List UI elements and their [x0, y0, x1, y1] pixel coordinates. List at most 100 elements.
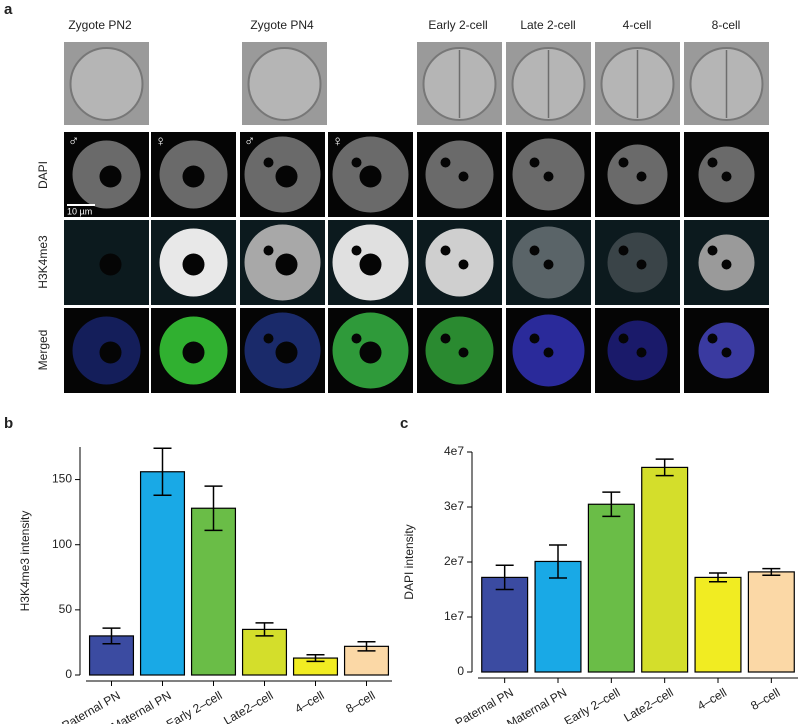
column-header: 4-cell [623, 18, 652, 32]
nucleolus [707, 157, 718, 168]
error-bar [495, 564, 514, 591]
nucleolus [99, 165, 122, 188]
x-tick-label: Early 2–cell [562, 685, 623, 724]
scale-bar-label: 10 µm [67, 206, 92, 216]
x-tick-label: Early 2–cell [164, 688, 225, 724]
nucleolus [458, 347, 469, 358]
nucleolus [275, 253, 298, 276]
nucleolus [359, 253, 382, 276]
y-tick-label: 50 [59, 602, 73, 616]
nucleolus [99, 253, 122, 276]
nucleolus [275, 341, 298, 364]
nucleolus [359, 165, 382, 188]
error-bar [357, 641, 376, 652]
nucleolus [618, 333, 629, 344]
column-header: 8-cell [712, 18, 741, 32]
column-header: Early 2-cell [428, 18, 487, 32]
nucleolus [529, 245, 540, 256]
x-tick-label: 8–cell [343, 688, 377, 716]
bar [694, 576, 742, 673]
nucleolus [707, 333, 718, 344]
y-tick-label: 2e7 [444, 554, 464, 568]
panel-label: a [4, 1, 13, 18]
nucleolus [440, 157, 451, 168]
bar [481, 576, 529, 673]
nucleolus [182, 253, 205, 276]
error-bar [655, 458, 674, 477]
nucleolus [721, 347, 732, 358]
nucleolus [182, 165, 205, 188]
bar [641, 466, 689, 673]
bar [139, 471, 186, 676]
nucleolus [721, 171, 732, 182]
sex-symbol: ♂ [68, 133, 79, 150]
nucleolus [99, 341, 122, 364]
y-tick-label: 3e7 [444, 499, 464, 513]
nucleolus [529, 333, 540, 344]
nucleolus [636, 259, 647, 270]
error-bar [102, 627, 121, 645]
nucleolus [543, 347, 554, 358]
row-label: Merged [36, 330, 50, 371]
bar [747, 571, 795, 673]
nucleolus [275, 165, 298, 188]
y-tick-label: 4e7 [444, 444, 464, 458]
error-bar [255, 622, 274, 637]
bar [190, 507, 237, 676]
error-bar [762, 567, 781, 576]
nucleolus [458, 259, 469, 270]
nucleolus [636, 171, 647, 182]
nucleolus [618, 245, 629, 256]
y-axis-label: H3K4me3 intensity [18, 511, 32, 612]
error-bar [709, 572, 727, 583]
x-tick-label: Late2–cell [221, 688, 275, 724]
nucleolus [458, 171, 469, 182]
sex-symbol: ♂ [244, 133, 255, 150]
error-bar [549, 544, 567, 579]
y-tick-label: 1e7 [444, 609, 464, 623]
error-bar [602, 491, 621, 518]
x-tick-label: 4–cell [695, 685, 729, 713]
column-header: Zygote PN2 [68, 18, 132, 32]
nucleolus [351, 245, 362, 256]
sex-symbol: ♀ [155, 133, 166, 150]
nucleolus [263, 157, 274, 168]
y-tick-label: 0 [457, 664, 464, 678]
row-label: DAPI [36, 161, 50, 189]
nucleolus [440, 333, 451, 344]
column-header: Late 2-cell [520, 18, 575, 32]
x-tick-label: Maternal PN [504, 685, 569, 724]
sex-symbol: ♀ [332, 133, 343, 150]
nucleolus [543, 259, 554, 270]
panel-label: c [400, 415, 408, 432]
nucleolus [182, 341, 205, 364]
column-header: Zygote PN4 [250, 18, 314, 32]
y-tick-label: 150 [52, 472, 72, 486]
nucleolus [263, 333, 274, 344]
nucleolus [707, 245, 718, 256]
bar [534, 560, 582, 673]
nucleolus [543, 171, 554, 182]
nucleolus [529, 157, 540, 168]
error-bar [204, 485, 223, 532]
error-bar [306, 654, 325, 663]
row-label: H3K4me3 [36, 235, 50, 289]
nucleolus [721, 259, 732, 270]
panel-label: b [4, 415, 13, 432]
bar [587, 503, 635, 673]
nucleolus [263, 245, 274, 256]
y-axis-label: DAPI intensity [402, 524, 416, 599]
nucleolus [636, 347, 647, 358]
error-bar [153, 447, 172, 496]
nucleolus [359, 341, 382, 364]
embryo [69, 47, 144, 121]
nucleolus [618, 157, 629, 168]
embryo [247, 47, 322, 121]
x-tick-label: Late2–cell [621, 685, 675, 724]
y-tick-label: 100 [52, 537, 72, 551]
nucleolus [351, 333, 362, 344]
nucleolus [440, 245, 451, 256]
x-tick-label: 4–cell [292, 688, 326, 716]
x-tick-label: 8–cell [748, 685, 782, 713]
